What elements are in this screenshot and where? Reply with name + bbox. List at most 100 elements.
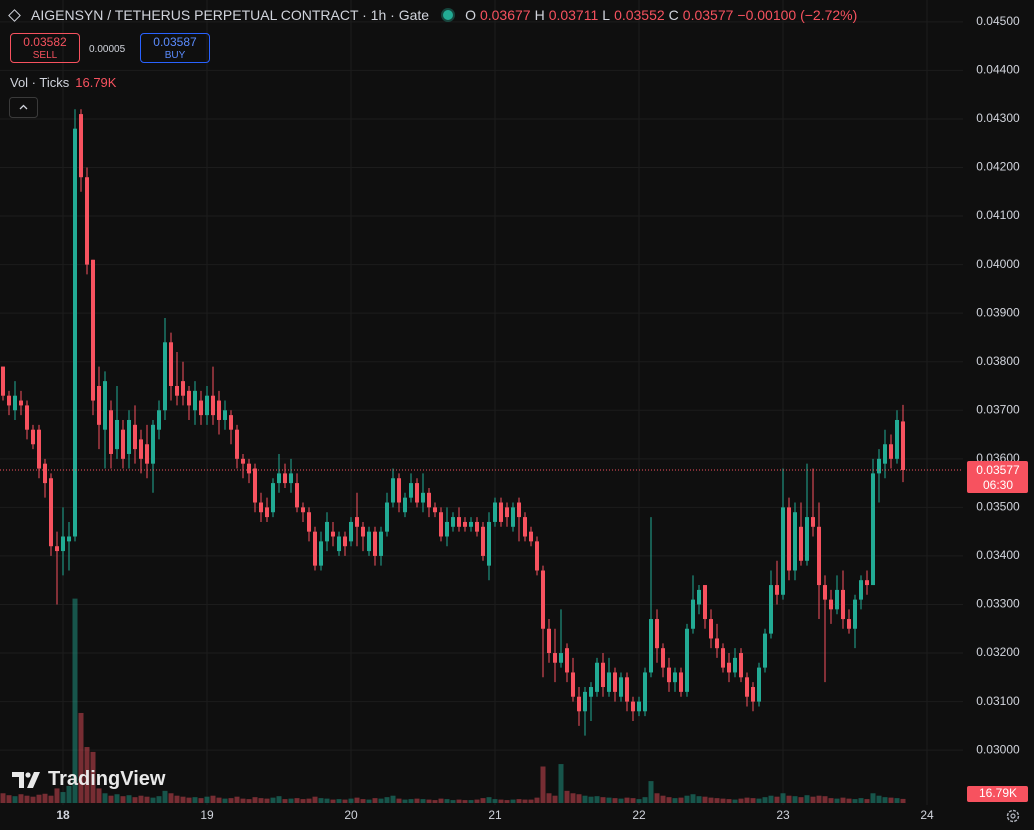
volume-bar [36,794,42,803]
candle-body [631,701,635,712]
volume-bar [780,793,786,803]
logo-icon [12,771,40,788]
volume-bar [558,764,564,803]
candle-body [187,390,191,406]
candle-body [895,419,899,459]
candle-body [853,599,857,629]
candle-body [391,478,395,503]
volume-bar [792,796,798,803]
candle-body [469,521,473,527]
ohlc-value: 0.03677 [479,7,531,23]
y-tick-label: 0.04300 [976,111,1020,125]
candle-body [691,599,695,629]
volume-bar [900,798,906,803]
candle-body [163,342,167,411]
volume-bar [96,788,102,803]
volume-bar [228,798,234,803]
volume-bar [528,799,534,803]
volume-bar [108,795,114,803]
candle-body [667,667,671,683]
volume-bar [318,798,324,803]
volume-layer [0,598,906,803]
button-frame [9,97,38,118]
candle-body [1,366,5,396]
candle-body [367,531,371,552]
candle-body [619,677,623,697]
candle-body [643,672,647,712]
x-tick-label: 19 [200,808,214,822]
price-change: −0.00100 (−2.72%) [737,7,858,23]
volume-bar [816,795,822,803]
volume-bar [876,795,882,803]
candle-body [199,400,203,416]
y-tick-label: 0.04000 [976,257,1020,271]
volume-bar [846,798,852,803]
candle-body [19,400,23,406]
candle-body [505,507,509,518]
volume-bar [240,798,246,803]
candle-body [721,648,725,668]
candle-body [421,492,425,503]
candle-body [55,546,59,552]
y-tick-label: 0.03500 [976,500,1020,514]
candle-body [715,638,719,649]
candle-body [841,589,845,620]
candle-body [805,517,809,561]
collapse-button[interactable] [9,97,39,119]
volume-bar [360,799,366,803]
candle-body [517,502,521,518]
candle-body [745,677,749,697]
candle-body [355,517,359,527]
volume-bar [684,795,690,803]
volume-bar [54,788,60,803]
y-tick-label: 0.03900 [976,305,1020,319]
volume-bar [432,800,438,803]
candle-body [727,662,731,673]
volume-bar [774,796,780,803]
candle-body [379,531,383,556]
candle-body [253,468,257,503]
y-tick-label: 0.03700 [976,402,1020,416]
volume-bar [492,799,498,803]
volume-bar [294,798,300,803]
candle-body [457,517,461,527]
volume-bar [594,796,600,803]
settings-button[interactable] [1003,806,1023,826]
ohlc-value: 0.03711 [548,7,599,23]
candle-body [265,507,269,518]
volume-bar [648,781,654,803]
candle-body [25,405,29,430]
y-tick-label: 0.03100 [976,694,1020,708]
ohlc-value: 0.03577 [682,7,734,23]
volume-bar [810,796,816,803]
candle-body [181,381,185,396]
volume-bar [714,798,720,803]
volume-bar [258,798,264,803]
volume-bar [66,785,72,803]
buy-button[interactable]: 0.03587 BUY [140,33,210,63]
candle-body [79,114,83,178]
candle-body [511,507,515,527]
candle-body [361,526,365,537]
volume-bar [354,797,360,803]
sell-button[interactable]: 0.03582 SELL [10,33,80,63]
volume-bar [426,799,432,803]
volume-bar [288,798,294,803]
volume-bar [264,798,270,803]
volume-bar [402,799,408,803]
volume-bar [570,793,576,803]
volume-bar [870,793,876,803]
candle-body [613,672,617,692]
volume-bar [534,797,540,803]
candle-body [859,580,863,600]
volume-bar [600,797,606,803]
candle-body [97,385,101,425]
candle-body [685,628,689,692]
volume-bar [588,796,594,803]
volume-bar [840,797,846,803]
volume-bar [276,796,282,803]
candle-body [385,502,389,532]
volume-bar [78,712,84,803]
candle-body [451,517,455,527]
candle-body [763,633,767,668]
